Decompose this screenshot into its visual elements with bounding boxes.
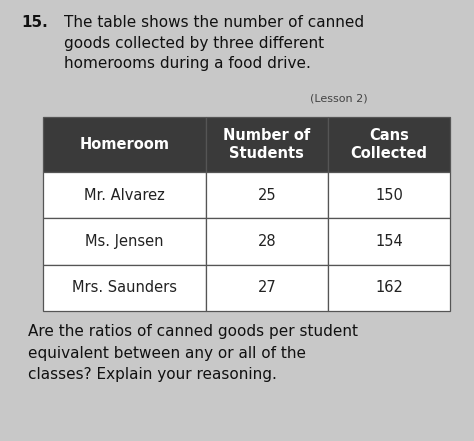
- Bar: [43, 172, 206, 218]
- Bar: [206, 265, 328, 311]
- Text: Homeroom: Homeroom: [79, 137, 169, 152]
- Bar: [328, 117, 450, 172]
- Text: 28: 28: [257, 234, 276, 249]
- Text: Mr. Alvarez: Mr. Alvarez: [84, 188, 164, 203]
- Text: Ms. Jensen: Ms. Jensen: [85, 234, 164, 249]
- Bar: [43, 218, 206, 265]
- Text: 15.: 15.: [21, 15, 48, 30]
- Text: 27: 27: [257, 280, 276, 295]
- Bar: [206, 218, 328, 265]
- Text: Number of
Students: Number of Students: [223, 128, 310, 161]
- Text: Mrs. Saunders: Mrs. Saunders: [72, 280, 177, 295]
- Text: (Lesson 2): (Lesson 2): [310, 93, 368, 104]
- Bar: [43, 265, 206, 311]
- Text: 162: 162: [375, 280, 403, 295]
- Text: Are the ratios of canned goods per student
equivalent between any or all of the
: Are the ratios of canned goods per stude…: [28, 324, 358, 382]
- Text: Cans
Collected: Cans Collected: [351, 128, 428, 161]
- Text: The table shows the number of canned
goods collected by three different
homeroom: The table shows the number of canned goo…: [64, 15, 364, 71]
- Bar: [206, 172, 328, 218]
- Bar: [206, 117, 328, 172]
- Text: 154: 154: [375, 234, 403, 249]
- Text: 25: 25: [257, 188, 276, 203]
- Bar: [328, 265, 450, 311]
- Bar: [328, 218, 450, 265]
- Text: 150: 150: [375, 188, 403, 203]
- Bar: [328, 172, 450, 218]
- Bar: [43, 117, 206, 172]
